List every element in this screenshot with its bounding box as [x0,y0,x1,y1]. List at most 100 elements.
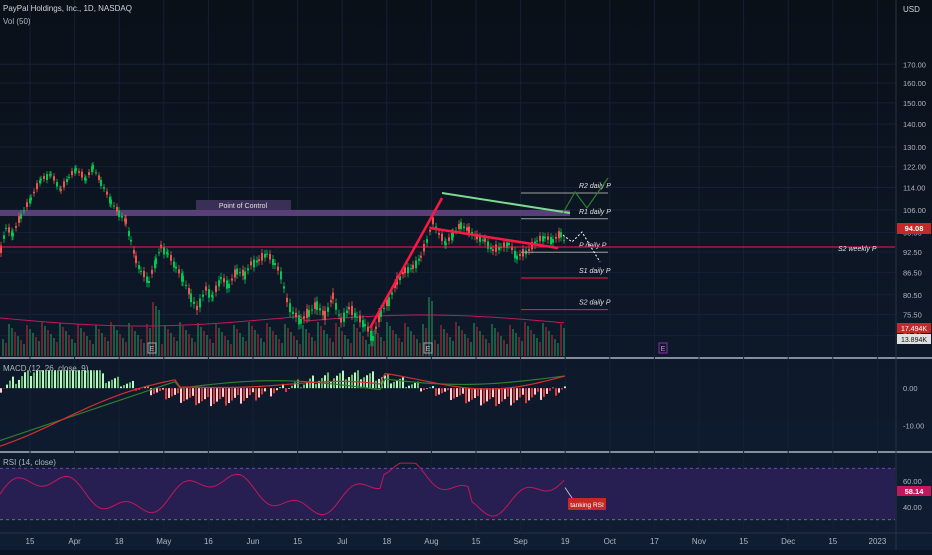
x-tick-label: 15 [26,537,35,546]
macd-hist-bar [198,388,200,403]
macd-hist-bar [558,388,560,392]
candle-body [340,318,342,323]
candle-body [81,172,83,178]
volume-bar [173,337,175,356]
macd-hist-bar [90,370,92,388]
volume-bar [14,332,16,356]
volume-bar [245,341,247,356]
candle-body [289,303,291,312]
x-tick-label: 18 [382,537,391,546]
candle-body [185,285,187,286]
macd-hist-bar [366,375,368,388]
volume-bar [284,324,286,356]
volume-bar [56,342,58,356]
candle-body [121,216,123,218]
candle-body [330,300,332,302]
volume-bar [278,339,280,356]
candle-body [482,240,484,241]
candle-body [30,197,32,200]
candle-body [316,301,318,310]
candle-body [441,234,443,241]
y-tick-label: 86.50 [903,269,922,278]
macd-hist-bar [111,380,113,388]
candle-body [116,207,118,212]
candle-body [438,233,440,235]
candle-body [125,219,127,224]
candle-body [155,258,157,264]
candle-body [88,172,90,175]
macd-hist-bar [252,388,254,392]
macd-hist-bar [420,388,422,391]
macd-hist-bar [186,388,188,399]
macd-hist-bar [162,388,164,389]
candle-body [148,281,150,283]
macd-hist-bar [528,388,530,400]
macd-hist-bar [6,385,8,389]
candle-body [234,269,236,277]
candle-body [391,293,393,295]
candle-body [199,299,201,308]
candle-body [12,233,14,237]
macd-hist-bar [24,372,26,388]
volume-bar [44,326,46,356]
volume-bar [179,322,181,356]
volume-bar [470,342,472,356]
macd-hist-bar [225,388,227,405]
volume-bar [35,337,37,356]
x-tick-label: Nov [692,537,706,546]
candle-body [60,189,62,191]
volume-bar [500,336,502,356]
candle-body [138,265,140,269]
candle-body [78,171,80,172]
volume-bar [242,337,244,356]
candle-body [175,267,177,269]
currency-label: USD [903,5,920,14]
macd-hist-bar [462,388,464,394]
candle-body [170,255,172,261]
candle-body [354,313,356,318]
candle-body [519,254,521,256]
volume-bar [461,330,463,356]
candle-body [346,311,348,313]
volume-bar [377,333,379,356]
candle-body [236,269,238,275]
candle-body [492,249,494,251]
candle-body [247,268,249,270]
volume-bar [50,334,52,356]
candle-body [487,241,489,248]
volume-bar [341,331,343,356]
macd-hist-bar [273,388,275,393]
volume-bar [23,344,25,356]
volume-bar [92,344,94,356]
macd-hist-bar [15,384,17,388]
candle-body [98,175,100,179]
candle-body [458,224,460,229]
volume-bar [380,337,382,356]
candle-body [182,276,184,282]
macd-hist-bar [348,377,350,388]
macd-hist-bar [213,388,215,404]
x-tick-label: 15 [828,537,837,546]
volume-bar [8,324,10,356]
volume-bar [506,344,508,356]
volume-bar [83,332,85,356]
volume-bar [443,329,445,356]
macd-hist-bar [192,388,194,396]
candle-body [324,311,326,320]
volume-bar [11,328,13,356]
macd-hist-bar [459,388,461,395]
rsi-title: RSI (14, close) [3,458,56,467]
candle-body [20,214,22,219]
volume-bar [137,335,139,356]
volume-bar [536,338,538,356]
macd-hist-bar [99,370,101,388]
volume-bar [383,341,385,356]
candle-body [375,327,377,329]
volume-bar [185,330,187,356]
volume-bar [224,336,226,356]
macd-hist-bar [408,386,410,388]
macd-hist-bar [513,388,515,403]
volume-bar [233,325,235,356]
volume-bar [515,333,517,356]
